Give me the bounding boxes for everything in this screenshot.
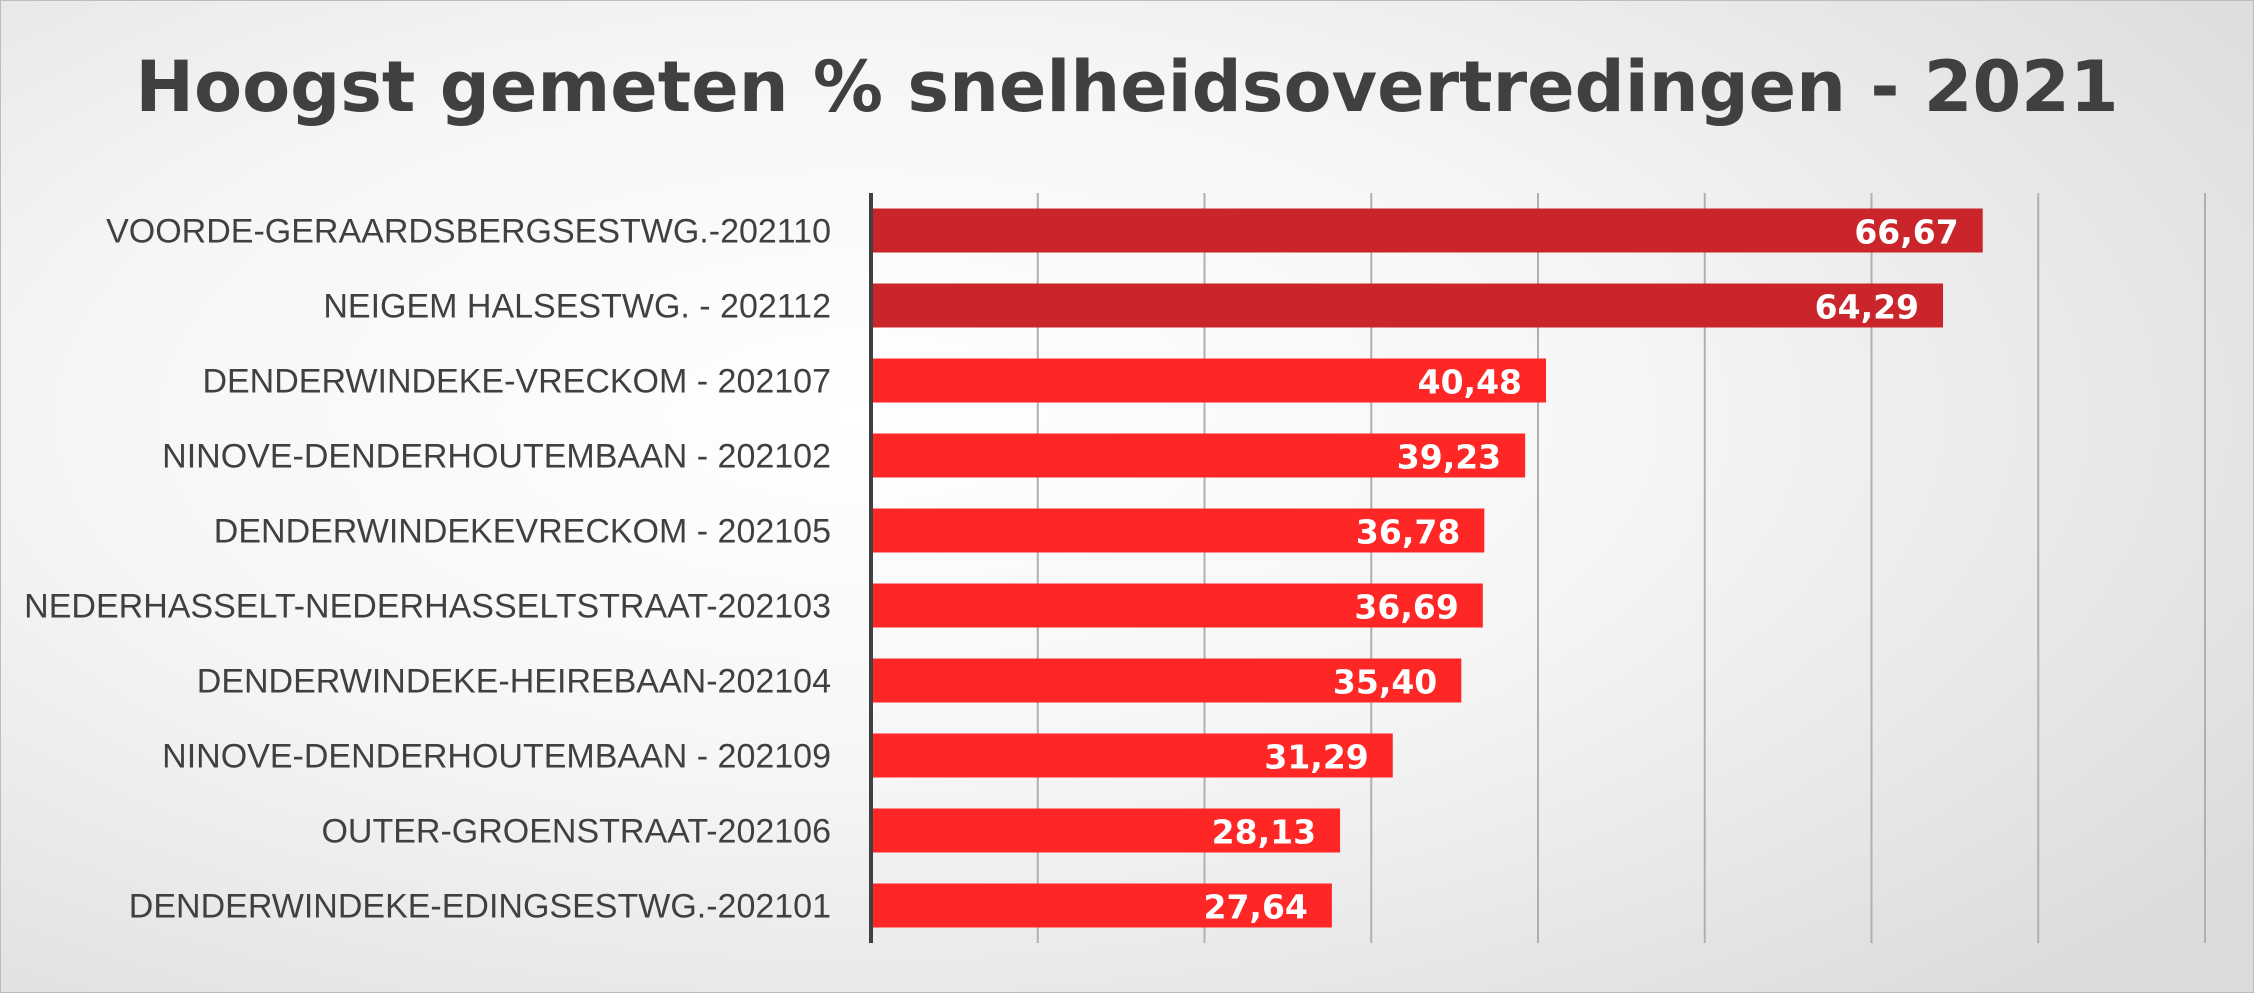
bar <box>871 433 1526 478</box>
bar <box>871 283 1944 328</box>
data-label: 35,40 <box>1333 663 1437 702</box>
data-label: 36,78 <box>1356 513 1460 552</box>
category-label: DENDERWINDEKEVRECKOM - 202105 <box>214 513 831 551</box>
chart-title: Hoogst gemeten % snelheidsovertredingen … <box>135 46 2119 128</box>
bar <box>871 358 1547 403</box>
category-label: NEIGEM HALSESTWG. - 202112 <box>323 288 831 326</box>
data-label: 36,69 <box>1354 588 1458 627</box>
bar <box>871 508 1485 553</box>
bar <box>871 733 1393 778</box>
data-label: 28,13 <box>1212 813 1316 852</box>
category-label: NINOVE-DENDERHOUTEMBAAN - 202102 <box>162 438 831 476</box>
category-label: DENDERWINDEKE-VRECKOM - 202107 <box>202 363 831 401</box>
data-label: 66,67 <box>1854 213 1958 252</box>
bar <box>871 658 1462 703</box>
category-label: DENDERWINDEKE-HEIREBAAN-202104 <box>197 663 831 701</box>
data-label: 40,48 <box>1418 363 1522 402</box>
bar <box>871 583 1483 628</box>
bar <box>871 808 1341 853</box>
category-label: OUTER-GROENSTRAAT-202106 <box>321 813 831 851</box>
data-label: 39,23 <box>1397 438 1501 477</box>
bar <box>871 208 1983 253</box>
category-label: VOORDE-GERAARDSBERGSESTWG.-202110 <box>106 213 831 251</box>
data-label: 64,29 <box>1815 288 1919 327</box>
data-label: 27,64 <box>1204 888 1308 927</box>
bar <box>871 883 1332 928</box>
category-label: NINOVE-DENDERHOUTEMBAAN - 202109 <box>162 738 831 776</box>
category-label: NEDERHASSELT-NEDERHASSELTSTRAAT-202103 <box>24 588 831 626</box>
data-label: 31,29 <box>1264 738 1368 777</box>
category-label: DENDERWINDEKE-EDINGSESTWG.-202101 <box>129 888 831 926</box>
